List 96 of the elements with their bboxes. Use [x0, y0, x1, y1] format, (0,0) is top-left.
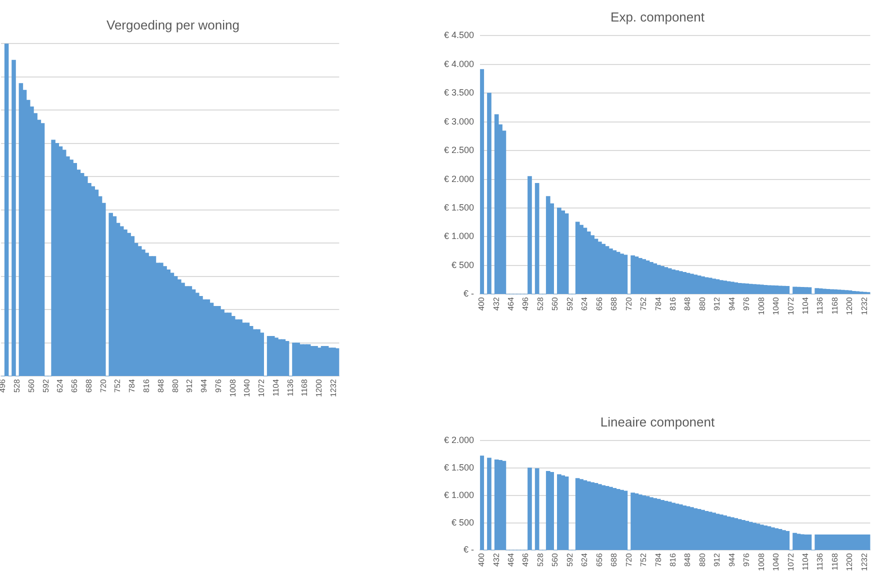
x-tick-label: 1040 — [772, 296, 781, 315]
x-tick-label: 464 — [506, 296, 516, 311]
x-tick-label: 432 — [492, 296, 501, 311]
x-tick-label: 592 — [41, 378, 50, 393]
x-tick-label: 784 — [654, 552, 663, 567]
x-tick-label: 752 — [113, 378, 122, 393]
x-tick-label: 1168 — [830, 296, 840, 314]
x-tick-label: 1168 — [830, 552, 840, 570]
y-tick-label: € 1.000 — [444, 231, 474, 242]
x-tick-label: 496 — [0, 378, 8, 393]
x-tick-label: 848 — [683, 296, 692, 311]
x-tick-label: 464 — [506, 552, 516, 567]
x-tick-label: 912 — [712, 552, 722, 567]
x-tick-label: 400 — [477, 552, 486, 567]
x-tick-label: 496 — [521, 552, 530, 567]
x-tick-label: 944 — [200, 378, 209, 393]
x-tick-label: 560 — [26, 378, 36, 393]
x-tick-label: 1136 — [816, 296, 825, 314]
x-tick-label: 496 — [521, 296, 530, 311]
x-tick-label: 1104 — [271, 378, 280, 396]
x-tick-label: 752 — [639, 552, 648, 567]
x-tick-label: 976 — [742, 296, 752, 311]
x-tick-label: 1040 — [772, 552, 781, 571]
chart-title: Exp. component — [610, 9, 705, 24]
chart-title: Vergoeding per woning — [106, 17, 240, 32]
x-tick-label: 816 — [668, 296, 678, 311]
x-tick-label: 848 — [156, 378, 166, 393]
x-tick-label: 720 — [624, 296, 634, 311]
x-tick-label: 656 — [594, 296, 604, 311]
x-tick-label: 528 — [536, 552, 545, 567]
x-tick-label: 944 — [727, 296, 736, 311]
y-tick-label: € 500 — [451, 517, 474, 528]
x-tick-label: 1232 — [860, 296, 869, 315]
x-tick-label: 1232 — [328, 378, 338, 397]
x-tick-label: 592 — [565, 296, 574, 311]
chart-title: Lineaire component — [600, 414, 715, 430]
x-tick-label: 1008 — [756, 296, 766, 315]
x-tick-label: 880 — [170, 378, 180, 393]
y-tick-label: € 3.500 — [444, 88, 474, 98]
x-tick-label: 976 — [742, 552, 752, 567]
x-tick-label: 1200 — [845, 552, 854, 571]
x-tick-label: 880 — [698, 552, 707, 567]
x-tick-label: 592 — [565, 552, 574, 567]
x-tick-label: 1200 — [845, 296, 854, 315]
x-tick-label: 816 — [668, 552, 678, 567]
x-tick-label: 528 — [12, 378, 22, 393]
x-tick-label: 720 — [624, 552, 634, 567]
x-tick-label: 1168 — [300, 378, 310, 396]
y-tick-label: € 500 — [451, 260, 474, 270]
y-tick-label: € 1.500 — [444, 462, 474, 472]
x-tick-label: 1104 — [801, 552, 810, 570]
x-tick-label: 1200 — [314, 378, 324, 397]
x-tick-label: 528 — [536, 296, 545, 311]
x-tick-label: 1136 — [816, 552, 825, 570]
y-tick-label: € 1.500 — [444, 202, 474, 212]
x-tick-label: 656 — [594, 552, 604, 567]
x-tick-label: 560 — [550, 296, 560, 311]
x-tick-label: 1072 — [786, 552, 796, 571]
y-tick-label: € - — [464, 544, 474, 555]
x-tick-label: 432 — [492, 552, 501, 567]
y-tick-label: € 4.000 — [444, 58, 474, 69]
x-tick-label: 1136 — [286, 378, 295, 396]
x-tick-label: 656 — [70, 378, 80, 393]
x-tick-label: 624 — [580, 296, 590, 311]
y-tick-label: € 3.000 — [444, 116, 474, 126]
y-tick-label: € 2.000 — [444, 435, 474, 446]
x-tick-label: 560 — [550, 552, 560, 567]
y-tick-label: € - — [464, 288, 474, 299]
x-tick-label: 880 — [698, 296, 707, 311]
x-tick-label: 1072 — [786, 296, 796, 315]
x-tick-label: 624 — [56, 378, 65, 393]
x-tick-label: 400 — [477, 296, 486, 311]
x-tick-label: 1008 — [228, 378, 238, 397]
y-tick-label: € 4.500 — [444, 30, 474, 40]
x-tick-label: 720 — [98, 378, 108, 393]
x-tick-label: 624 — [580, 552, 590, 567]
x-tick-label: 688 — [610, 296, 619, 311]
y-tick-label: € 2.500 — [444, 145, 474, 156]
x-tick-label: 1040 — [242, 378, 252, 397]
x-tick-label: 912 — [712, 296, 722, 311]
x-tick-label: 1072 — [257, 378, 266, 397]
x-tick-label: 1232 — [860, 552, 869, 571]
x-tick-label: 1104 — [801, 296, 810, 314]
x-tick-label: 1008 — [756, 552, 766, 571]
x-tick-label: 848 — [683, 552, 692, 567]
x-tick-label: 688 — [610, 552, 619, 567]
x-tick-label: 976 — [214, 378, 223, 393]
y-tick-label: € 1.000 — [444, 490, 474, 500]
x-tick-label: 784 — [128, 378, 137, 393]
y-tick-label: € 2.000 — [444, 174, 474, 184]
x-tick-label: 944 — [727, 552, 736, 567]
x-tick-label: 784 — [654, 296, 663, 311]
x-tick-label: 816 — [142, 378, 152, 393]
x-tick-label: 688 — [84, 378, 94, 393]
x-tick-label: 752 — [639, 296, 648, 311]
x-tick-label: 912 — [185, 378, 194, 393]
